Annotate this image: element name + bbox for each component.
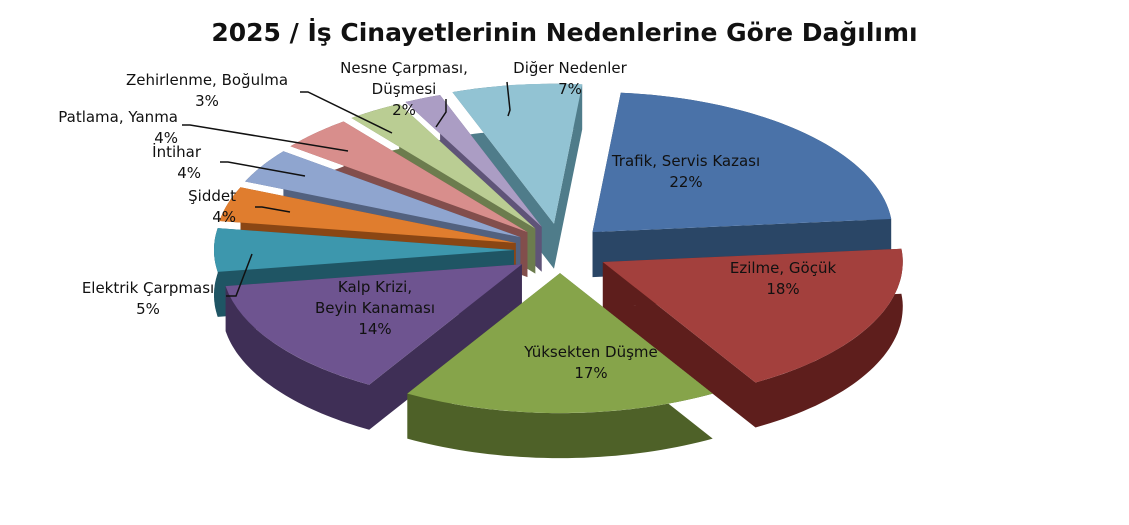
leader-line (255, 206, 291, 213)
pie-slice (407, 273, 713, 414)
leader-line (182, 124, 349, 152)
slice-label: Trafik, Servis Kazası 22% (611, 152, 760, 191)
leader-line (300, 91, 393, 134)
pie-slice (351, 103, 536, 229)
slice-label: Yüksekten Düşme 17% (523, 343, 657, 382)
pie-slice (219, 187, 516, 243)
leader-line (226, 253, 253, 297)
pie-slice (405, 95, 542, 227)
slice-label: Patlama, Yanma 4% (58, 108, 178, 147)
pie-slice (245, 151, 521, 238)
pie-slice-side (407, 273, 713, 459)
slice-label: Zehirlenme, Boğulma 3% (126, 71, 288, 110)
pie-slice (225, 264, 522, 385)
slice-label: Elektrik Çarpması 5% (82, 279, 214, 318)
pie-slice (592, 92, 892, 233)
slice-label: Diğer Nedenler 7% (513, 59, 628, 98)
slice-label: İntihar 4% (152, 142, 202, 182)
pie-slice (452, 83, 583, 224)
pie-slice (602, 248, 903, 383)
slice-label: Kalp Krizi, Beyin Kanaması 14% (315, 278, 435, 338)
leader-line (220, 161, 306, 177)
chart-title: 2025 / İş Cinayetlerinin Nedenlerine Gör… (211, 18, 918, 47)
slice-label: Şiddet 4% (188, 187, 236, 226)
leader-line (435, 99, 447, 128)
slice-label: Nesne Çarpması, Düşmesi 2% (340, 59, 468, 119)
pie-slice (290, 121, 528, 233)
slice-label: Ezilme, Göçük 18% (730, 259, 837, 298)
pie-slice (214, 228, 514, 272)
leader-line (506, 81, 511, 117)
